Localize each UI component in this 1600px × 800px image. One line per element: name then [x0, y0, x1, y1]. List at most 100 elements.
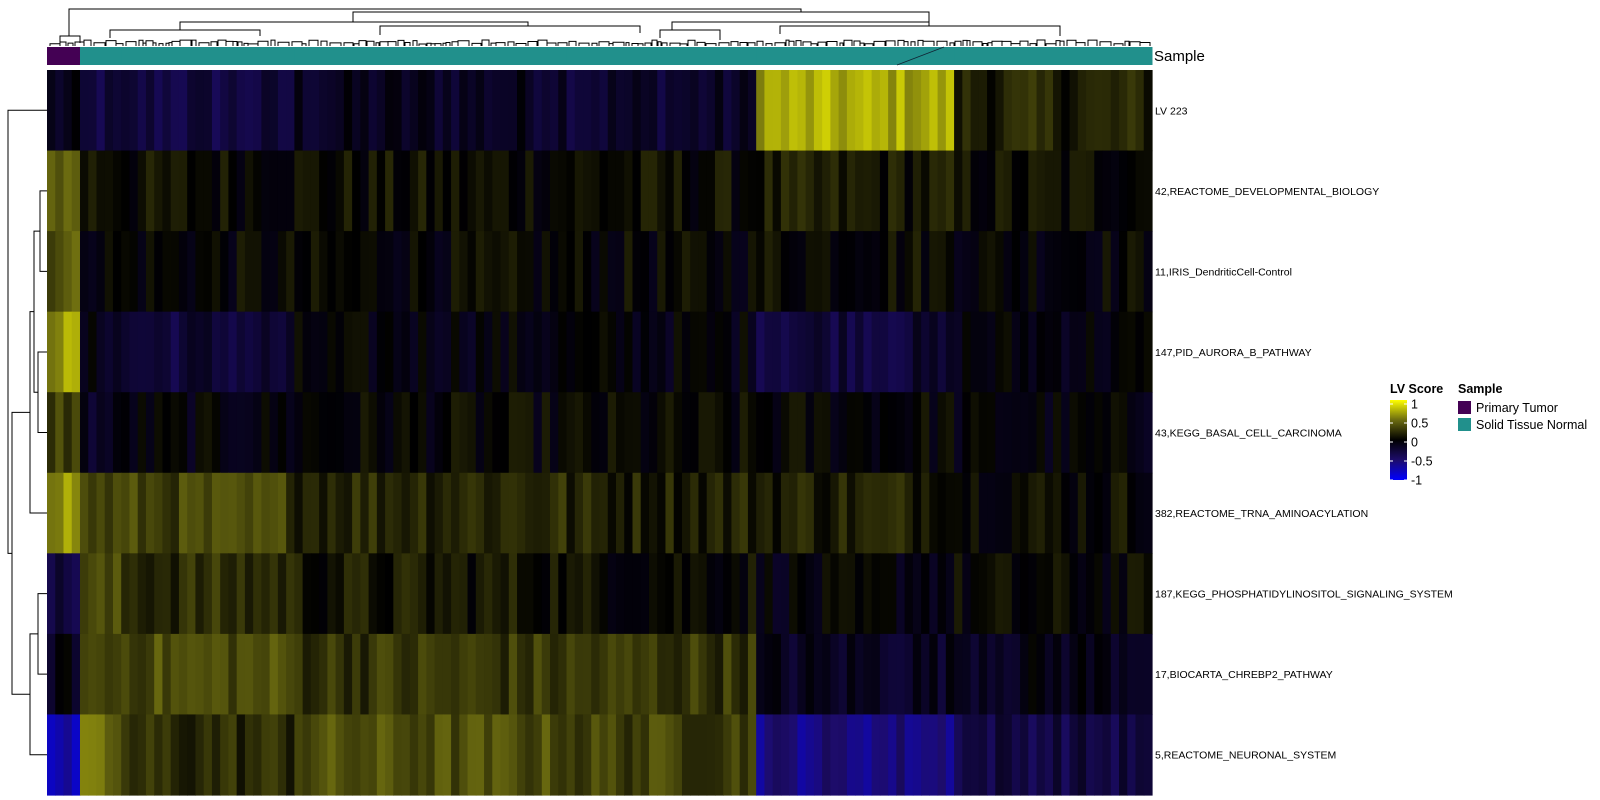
heatmap-cell — [550, 633, 559, 716]
heatmap-cell — [640, 714, 650, 796]
heatmap-cell — [583, 553, 592, 635]
heatmap-cell — [525, 714, 535, 796]
heatmap-cell — [624, 714, 634, 796]
heatmap-cell — [855, 553, 864, 635]
heatmap-cell — [467, 231, 477, 313]
heatmap-cell — [112, 553, 122, 635]
heatmap-cell — [47, 714, 56, 796]
heatmap-cell — [195, 231, 205, 313]
heatmap-cell — [673, 392, 683, 474]
heatmap-cell — [178, 70, 188, 152]
heatmap-cell — [525, 633, 535, 716]
heatmap-cell — [987, 472, 996, 554]
heatmap-cell — [995, 553, 1005, 635]
heatmap-cell — [731, 311, 741, 393]
heatmap-cell — [896, 231, 906, 313]
heatmap-cell — [541, 472, 551, 554]
heatmap-cell — [121, 392, 131, 474]
heatmap-cell — [195, 150, 205, 232]
heatmap-cell — [970, 231, 980, 313]
heatmap-cell — [302, 70, 312, 152]
heatmap-cell — [780, 472, 790, 554]
dendrogram-branch — [397, 39, 405, 46]
heatmap-cell — [236, 150, 246, 232]
heatmap-cell — [541, 231, 551, 313]
heatmap-cell — [121, 231, 131, 313]
heatmap-cell — [310, 392, 320, 474]
heatmap-cell — [690, 633, 700, 716]
heatmap-cell — [921, 392, 930, 474]
heatmap-cell — [294, 150, 304, 232]
heatmap-cell — [187, 231, 197, 313]
dendrogram-branch — [687, 39, 696, 46]
heatmap-cell — [517, 714, 526, 796]
heatmap-cell — [178, 311, 188, 393]
heatmap-cell — [137, 70, 147, 152]
dendrogram-branch — [105, 40, 117, 46]
heatmap-cell — [566, 472, 576, 554]
heatmap-cell — [838, 150, 848, 232]
heatmap-cell — [1143, 633, 1153, 716]
heatmap-cell — [1028, 231, 1038, 313]
heatmap-cell — [1119, 392, 1128, 474]
heatmap-cell — [1119, 150, 1128, 232]
heatmap-cell — [698, 392, 708, 474]
dendrogram-branch — [817, 41, 827, 46]
heatmap-cell — [1003, 714, 1013, 796]
heatmap-cell — [517, 633, 526, 716]
heatmap-cell — [813, 553, 823, 635]
heatmap-cell — [343, 714, 353, 796]
heatmap-cell — [294, 553, 304, 635]
heatmap-cell — [170, 553, 180, 635]
heatmap-cell — [236, 633, 246, 716]
heatmap-cell — [904, 472, 914, 554]
heatmap-cell — [558, 311, 568, 393]
heatmap-cell — [71, 70, 81, 152]
heatmap-cell — [954, 392, 963, 474]
dendrogram-branch — [353, 43, 360, 46]
dendrogram-branch — [37, 593, 47, 675]
heatmap-cell — [253, 633, 263, 716]
heatmap-cell — [286, 150, 295, 232]
heatmap-cell — [286, 714, 295, 796]
heatmap-cell — [789, 311, 799, 393]
dendrogram-branch — [598, 41, 610, 46]
dendrogram-branch — [1124, 40, 1130, 46]
heatmap-cell — [385, 472, 394, 554]
heatmap-cell — [418, 311, 427, 393]
heatmap-cell — [228, 311, 238, 393]
annotation-divider — [896, 46, 945, 66]
heatmap-cell — [71, 392, 81, 474]
heatmap-cell — [319, 633, 328, 716]
heatmap-cell — [525, 70, 535, 152]
dendrogram-branch — [972, 41, 983, 46]
heatmap-cell — [55, 553, 65, 635]
heatmap-cell — [154, 472, 164, 554]
dendrogram-branch — [93, 42, 106, 46]
heatmap-cell — [921, 633, 930, 716]
heatmap-cell — [805, 472, 815, 554]
heatmap-cell — [871, 231, 881, 313]
heatmap-cell — [211, 392, 221, 474]
dendrogram-branch — [320, 40, 328, 46]
heatmap-cell — [640, 231, 650, 313]
heatmap-cell — [253, 553, 263, 635]
heatmap-cell — [665, 311, 675, 393]
colorbar-tick-label: -1 — [1411, 474, 1422, 488]
heatmap-cell — [1119, 553, 1128, 635]
dendrogram-branch — [352, 11, 930, 22]
heatmap-cell — [360, 553, 370, 635]
heatmap-cell — [995, 472, 1005, 554]
heatmap-cell — [607, 231, 617, 313]
heatmap-cell — [731, 633, 741, 716]
heatmap-cell — [319, 472, 328, 554]
heatmap-cell — [360, 714, 370, 796]
heatmap-cell — [418, 472, 427, 554]
heatmap-cell — [1036, 231, 1046, 313]
heatmap-cell — [63, 714, 73, 796]
heatmap-cell — [929, 714, 939, 796]
heatmap-cell — [863, 150, 873, 232]
dendrogram-branch — [191, 39, 197, 46]
heatmap-cell — [640, 70, 650, 152]
heatmap-cell — [393, 553, 403, 635]
